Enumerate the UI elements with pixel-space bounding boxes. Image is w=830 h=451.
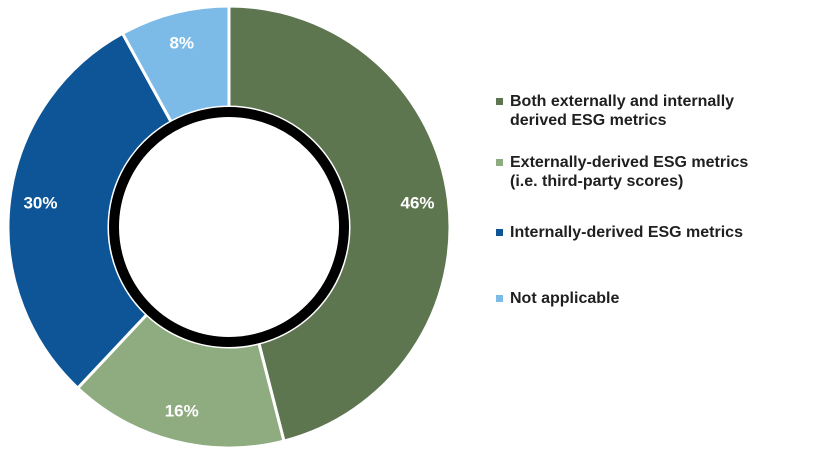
slice-label-external: 16% [165,402,199,421]
legend-label-external: Externally-derived ESG metrics (i.e. thi… [510,154,749,190]
legend-label-internal: Internally-derived ESG metrics [510,224,743,241]
donut-chart: 46% 16% 30% 8% [6,4,452,450]
slice-label-both: 46% [400,194,434,213]
slice-label-not-applicable: 8% [169,33,194,52]
legend-marker-both [496,98,503,105]
donut-slices [6,4,452,450]
legend-item-external: Externally-derived ESG metrics (i.e. thi… [496,153,748,191]
slice-label-internal: 30% [23,194,57,213]
legend-item-both: Both externally and internally derived E… [496,92,734,130]
legend-marker-not-applicable [496,295,503,302]
legend-item-internal: Internally-derived ESG metrics [496,223,743,242]
legend-label-not-applicable: Not applicable [510,290,620,307]
slice-labels: 46% 16% 30% 8% [23,33,434,420]
slice-both [227,4,452,443]
inner-ring [109,107,349,347]
legend-label-both: Both externally and internally derived E… [510,93,735,129]
legend-marker-internal [496,229,503,236]
legend-marker-external [496,159,503,166]
legend-item-not-applicable: Not applicable [496,289,619,308]
